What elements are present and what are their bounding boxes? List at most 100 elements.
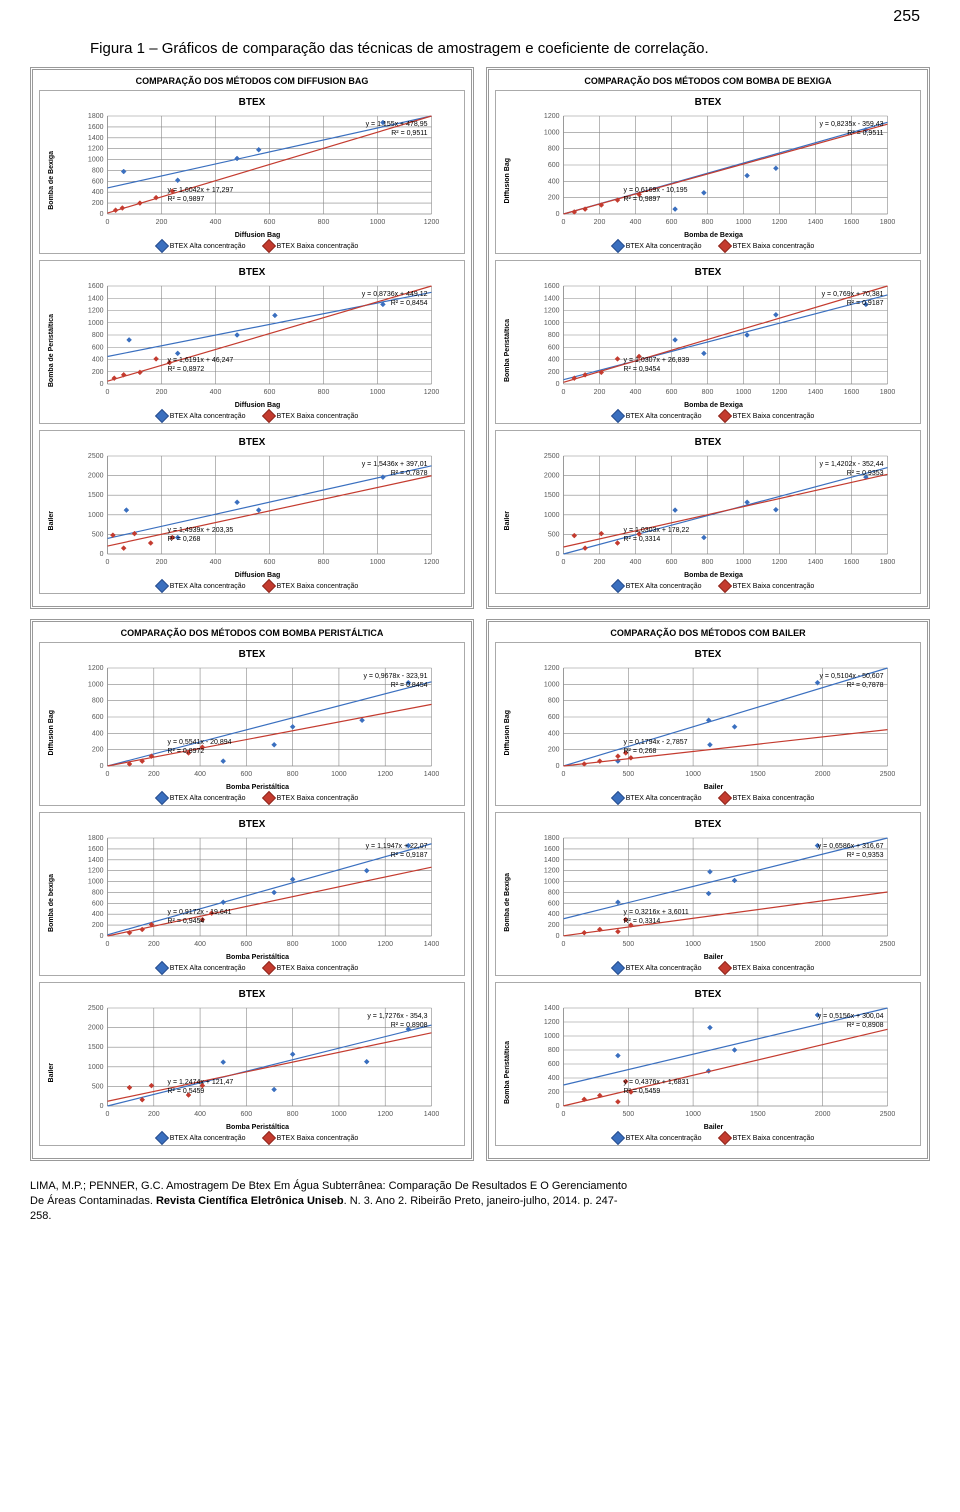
x-axis-label: Bailer	[513, 1124, 914, 1131]
svg-text:1400: 1400	[424, 941, 440, 948]
svg-text:1200: 1200	[772, 559, 788, 566]
svg-text:R² = 0,5459: R² = 0,5459	[168, 1088, 205, 1095]
diamond-icon	[262, 1131, 276, 1145]
svg-text:1000: 1000	[685, 941, 701, 948]
plot-area: 0200400600800100012001400160018000200400…	[513, 280, 914, 421]
plot-area: 0200400600800100012001400160018000500100…	[513, 450, 914, 591]
svg-text:1200: 1200	[544, 665, 560, 672]
svg-text:0: 0	[562, 1111, 566, 1118]
svg-text:1200: 1200	[88, 868, 104, 875]
svg-text:R² = 0,8972: R² = 0,8972	[168, 366, 205, 373]
chart-title: BTEX	[502, 267, 914, 278]
section: COMPARAÇÃO DOS MÉTODOS COM BOMBA PERISTÁ…	[30, 619, 474, 1161]
chart-box: BTEX Diffusion Bag 020040060080010001200…	[39, 642, 465, 806]
svg-text:400: 400	[630, 219, 642, 226]
svg-text:R² = 0,7878: R² = 0,7878	[847, 682, 884, 689]
svg-text:1000: 1000	[736, 389, 752, 396]
section-title: COMPARAÇÃO DOS MÉTODOS COM BOMBA DE BEXI…	[495, 76, 921, 86]
svg-text:400: 400	[194, 941, 206, 948]
svg-text:y = 1,155x + 478,95: y = 1,155x + 478,95	[366, 121, 428, 128]
legend-alta: BTEX Alta concentração	[157, 793, 246, 803]
chart-title: BTEX	[502, 437, 914, 448]
svg-text:0: 0	[562, 219, 566, 226]
svg-text:R² = 0,8972: R² = 0,8972	[168, 748, 205, 755]
legend-baixa: BTEX Baixa concentração	[264, 411, 359, 421]
chart-title: BTEX	[46, 989, 458, 1000]
svg-text:1000: 1000	[685, 1111, 701, 1118]
svg-text:600: 600	[548, 900, 560, 907]
legend-alta: BTEX Alta concentração	[613, 581, 702, 591]
svg-text:600: 600	[92, 178, 104, 185]
svg-text:600: 600	[241, 1111, 253, 1118]
svg-text:R² = 0,5459: R² = 0,5459	[624, 1088, 661, 1095]
svg-text:0: 0	[556, 763, 560, 770]
svg-text:R² = 0,268: R² = 0,268	[624, 748, 657, 755]
svg-text:1400: 1400	[424, 1111, 440, 1118]
section: COMPARAÇÃO DOS MÉTODOS COM DIFFUSION BAG…	[30, 67, 474, 609]
svg-text:400: 400	[210, 559, 222, 566]
legend-baixa: BTEX Baixa concentração	[264, 581, 359, 591]
svg-text:1400: 1400	[88, 135, 104, 142]
svg-text:0: 0	[106, 559, 110, 566]
diamond-icon	[718, 239, 732, 253]
diamond-icon	[155, 1131, 169, 1145]
chart-title: BTEX	[46, 819, 458, 830]
svg-text:400: 400	[548, 1075, 560, 1082]
svg-text:y = 0,9678x - 323,91: y = 0,9678x - 323,91	[363, 673, 427, 680]
chart-title: BTEX	[502, 819, 914, 830]
legend-alta: BTEX Alta concentração	[613, 793, 702, 803]
svg-text:1200: 1200	[772, 219, 788, 226]
page-number: 255	[893, 8, 920, 26]
chart-box: BTEX Bailer 0200400600800100012001400160…	[495, 430, 921, 594]
x-axis-label: Bomba Peristáltica	[57, 1124, 458, 1131]
svg-text:R² = 0,9187: R² = 0,9187	[391, 852, 428, 859]
svg-text:0: 0	[100, 933, 104, 940]
svg-text:400: 400	[210, 389, 222, 396]
svg-text:800: 800	[318, 219, 330, 226]
legend: BTEX Alta concentração BTEX Baixa concen…	[513, 1133, 914, 1143]
svg-text:400: 400	[92, 730, 104, 737]
svg-text:R² = 0,8454: R² = 0,8454	[391, 300, 428, 307]
section-title: COMPARAÇÃO DOS MÉTODOS COM BAILER	[495, 628, 921, 638]
svg-text:0: 0	[562, 941, 566, 948]
svg-text:y = 1,1947x + 22,07: y = 1,1947x + 22,07	[366, 843, 428, 850]
svg-text:400: 400	[194, 771, 206, 778]
svg-text:1200: 1200	[544, 113, 560, 120]
svg-text:y = 1,4202x - 352,44: y = 1,4202x - 352,44	[819, 461, 883, 468]
svg-text:200: 200	[156, 389, 168, 396]
svg-text:y = 1,6042x + 17,297: y = 1,6042x + 17,297	[168, 187, 234, 194]
svg-text:1000: 1000	[544, 681, 560, 688]
svg-text:800: 800	[702, 559, 714, 566]
svg-text:1400: 1400	[808, 219, 824, 226]
x-axis-label: Diffusion Bag	[57, 402, 458, 409]
svg-text:0: 0	[100, 211, 104, 218]
svg-text:1500: 1500	[544, 492, 560, 499]
diamond-icon	[155, 579, 169, 593]
chart-box: BTEX Bailer 0200400600800100012001400050…	[39, 982, 465, 1146]
svg-text:2500: 2500	[880, 941, 896, 948]
diamond-icon	[718, 409, 732, 423]
legend: BTEX Alta concentração BTEX Baixa concen…	[513, 963, 914, 973]
svg-text:1200: 1200	[88, 308, 104, 315]
plot-area: 0500100015002000250002004006008001000120…	[513, 1002, 914, 1143]
x-axis-label: Bomba de Bexiga	[513, 232, 914, 239]
svg-text:R² = 0,3314: R² = 0,3314	[624, 918, 661, 925]
section-row: COMPARAÇÃO DOS MÉTODOS COM BOMBA PERISTÁ…	[30, 619, 930, 1161]
svg-text:1800: 1800	[88, 835, 104, 842]
legend: BTEX Alta concentração BTEX Baixa concen…	[57, 581, 458, 591]
chart-box: BTEX Bomba de Bexiga 0200400600800100012…	[39, 90, 465, 254]
svg-text:200: 200	[548, 747, 560, 754]
svg-text:200: 200	[92, 200, 104, 207]
diamond-icon	[155, 961, 169, 975]
plot-area: 0200400600800100012001400160018000200400…	[513, 110, 914, 251]
sections-container: COMPARAÇÃO DOS MÉTODOS COM DIFFUSION BAG…	[30, 67, 930, 1161]
svg-text:1800: 1800	[880, 559, 896, 566]
svg-text:400: 400	[92, 911, 104, 918]
svg-text:1000: 1000	[88, 681, 104, 688]
svg-text:y = 1,0307x + 26,839: y = 1,0307x + 26,839	[624, 357, 690, 364]
svg-text:2000: 2000	[88, 1025, 104, 1032]
svg-text:1000: 1000	[544, 1033, 560, 1040]
svg-text:1200: 1200	[544, 1019, 560, 1026]
chart-title: BTEX	[502, 989, 914, 1000]
svg-text:400: 400	[92, 189, 104, 196]
